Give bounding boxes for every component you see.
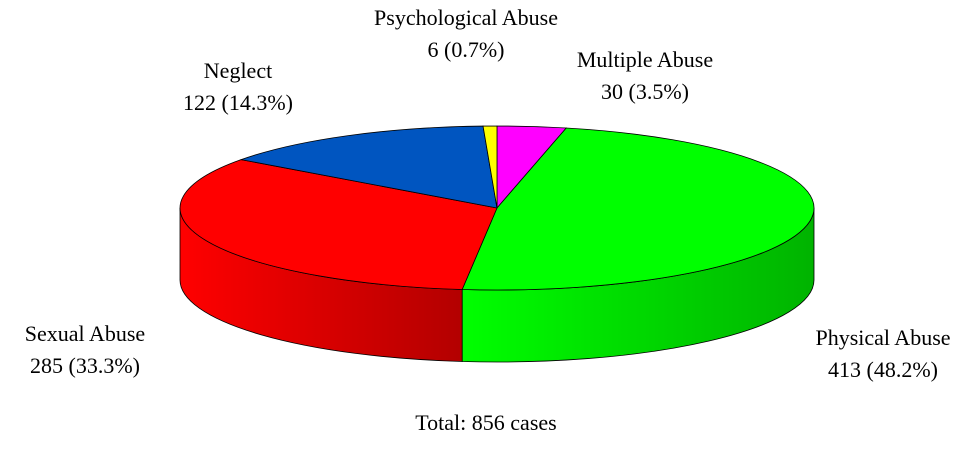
pie-slice — [179, 159, 498, 290]
slice-value-label: 122 (14.3%) — [183, 90, 293, 115]
slice-label: Neglect — [204, 58, 272, 83]
pie-slice — [461, 127, 815, 291]
slice-value-label: 413 (48.2%) — [828, 357, 938, 382]
pie-slice — [482, 125, 498, 209]
slice-value-label: 6 (0.7%) — [428, 37, 505, 62]
total-annotation: Total: 856 cases — [415, 410, 556, 435]
slice-label: Multiple Abuse — [577, 47, 713, 72]
slice-value-label: 30 (3.5%) — [601, 79, 689, 104]
slice-label: Psychological Abuse — [374, 5, 558, 30]
slice-label: Sexual Abuse — [25, 321, 145, 346]
pie-slice — [239, 125, 498, 209]
slice-label: Physical Abuse — [815, 325, 950, 350]
slice-value-label: 285 (33.3%) — [30, 353, 140, 378]
